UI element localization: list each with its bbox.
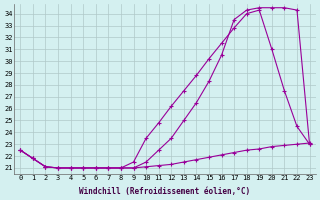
X-axis label: Windchill (Refroidissement éolien,°C): Windchill (Refroidissement éolien,°C)	[79, 187, 251, 196]
